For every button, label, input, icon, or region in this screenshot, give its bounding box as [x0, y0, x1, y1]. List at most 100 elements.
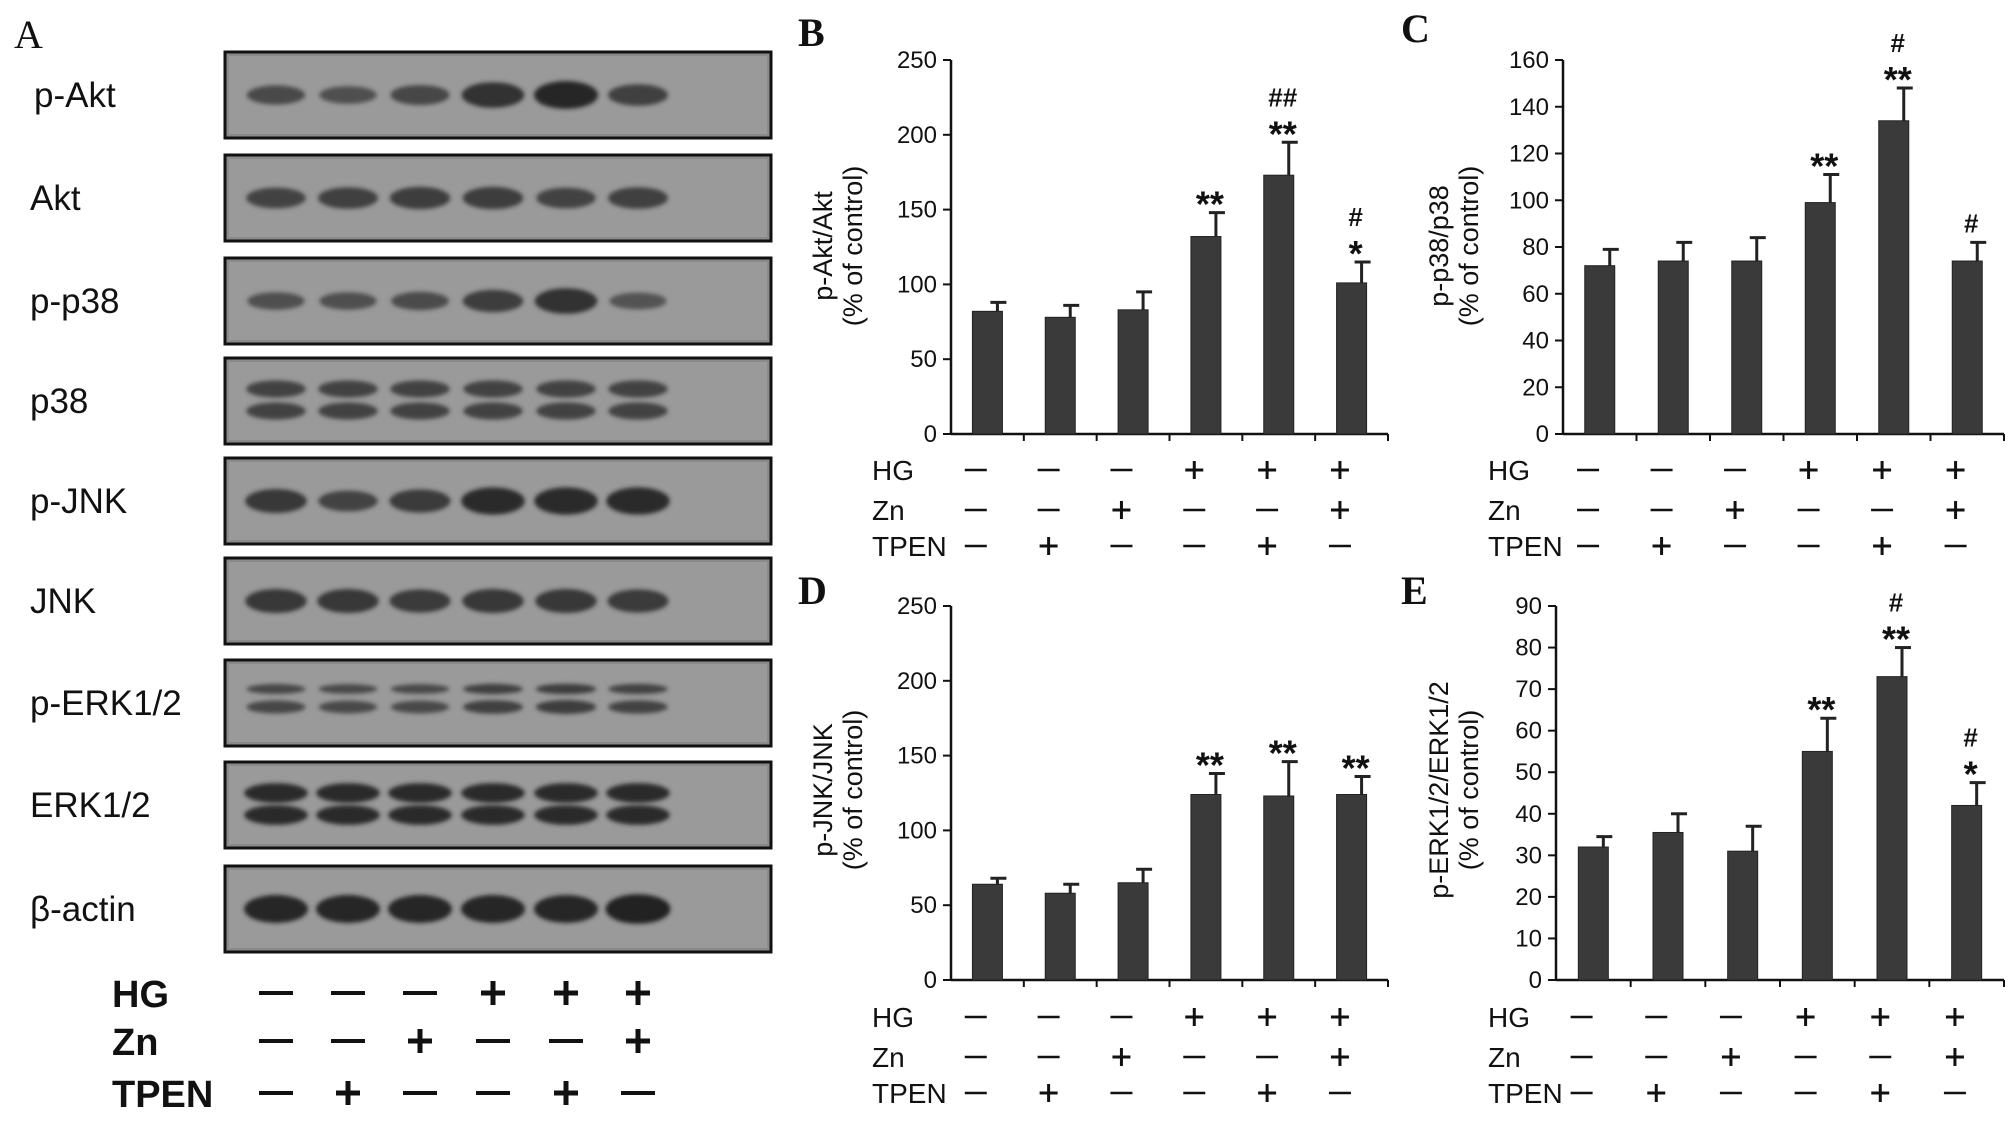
blot-label: p38 — [30, 382, 88, 421]
blot-band — [608, 683, 668, 695]
blot-band — [388, 805, 452, 825]
significance-mark: * — [1964, 754, 1978, 795]
blot-band — [319, 86, 377, 104]
treatment-label: HG — [872, 1002, 914, 1033]
y-tick-label: 150 — [897, 197, 937, 224]
blot-band — [607, 589, 669, 613]
significance-mark: ** — [1882, 619, 1910, 660]
bar — [1263, 174, 1295, 435]
y-tick-label: 50 — [910, 346, 937, 373]
blot-band — [391, 291, 449, 311]
blot-band — [462, 289, 524, 313]
y-tick-label: 20 — [1515, 884, 1542, 911]
treatment-label: HG — [112, 974, 169, 1016]
blot-row: p-Akt — [34, 50, 773, 140]
blot-band — [608, 380, 668, 398]
blot-band — [246, 187, 306, 209]
significance-mark: ** — [1196, 745, 1224, 786]
y-axis-subtitle: (% of control) — [1454, 710, 1484, 871]
bar — [1044, 892, 1076, 981]
western-blot-panel: A p-Akt Akt p-p38 p38 p-JNK JNK p-ERK1/2 ERK1/2… — [14, 12, 773, 1116]
blot-band — [389, 589, 451, 613]
blot-band — [245, 489, 307, 513]
blot-band — [534, 805, 598, 825]
blot-background — [229, 766, 767, 844]
bar — [1878, 120, 1910, 435]
panel-letter: D — [798, 568, 827, 613]
blot-band — [606, 783, 670, 803]
y-tick-label: 80 — [1522, 234, 1549, 261]
significance-mark: ## — [1268, 82, 1297, 112]
bar — [1804, 202, 1836, 435]
blot-label: p-Akt — [34, 76, 116, 115]
bar-chart-c: C 0 20 40 60 80 100 120 140 160 p-p38/p38 (% of con… — [1401, 6, 2005, 562]
blot-band — [463, 380, 523, 398]
y-tick-label: 100 — [897, 271, 937, 298]
blot-band — [608, 187, 668, 209]
bar — [1117, 882, 1149, 981]
blot-band — [246, 700, 306, 714]
y-tick-label: 40 — [1522, 328, 1549, 355]
y-axis-title: p-p38/p38 — [1424, 185, 1454, 307]
y-tick-label: 200 — [897, 122, 937, 149]
bar — [1190, 236, 1222, 435]
blot-band — [461, 895, 525, 923]
blot-band — [247, 292, 305, 310]
y-tick-label: 0 — [1529, 967, 1542, 994]
bar-chart-b: B 0 50 100 150 200 250 p-Akt/Akt (% of control) *… — [798, 10, 1389, 562]
significance-mark: * — [1349, 233, 1363, 274]
blot-row: p-ERK1/2 — [30, 658, 773, 748]
blot-band — [462, 589, 524, 613]
blot-row: β-actin — [30, 864, 773, 954]
blot-band — [609, 292, 667, 310]
significance-mark: ** — [1342, 748, 1370, 789]
blot-label: ERK1/2 — [30, 786, 151, 825]
treatment-label: TPEN — [1488, 531, 1563, 562]
significance-mark: # — [1891, 28, 1906, 58]
blot-row: Akt — [30, 153, 773, 243]
y-tick-label: 0 — [1536, 421, 1549, 448]
blot-band — [319, 292, 377, 310]
blot-band — [463, 700, 523, 714]
treatment-label: Zn — [1488, 1042, 1521, 1073]
panel-letter-a: A — [14, 12, 43, 57]
blot-band — [318, 700, 378, 714]
blot-band — [535, 683, 597, 695]
bar — [1652, 831, 1684, 981]
blot-band — [534, 288, 598, 314]
blot-band — [608, 84, 668, 106]
significance-mark: # — [1889, 588, 1904, 618]
significance-mark: ** — [1269, 113, 1297, 154]
blot-band — [389, 186, 451, 210]
blot-band — [246, 402, 306, 420]
y-axis-title: p-JNK/JNK — [808, 723, 838, 857]
treatment-label: HG — [872, 455, 914, 486]
y-axis-title: p-ERK1/2/ERK1/2 — [1424, 681, 1454, 899]
blot-label: β-actin — [30, 890, 136, 929]
blot-label: Akt — [30, 179, 81, 218]
y-tick-label: 20 — [1522, 374, 1549, 401]
significance-mark: # — [1964, 208, 1979, 238]
bar — [1657, 260, 1689, 435]
blot-band — [389, 489, 451, 513]
bar — [971, 310, 1003, 435]
blot-label: JNK — [30, 582, 96, 621]
blot-band — [534, 895, 598, 923]
significance-mark: ** — [1269, 733, 1297, 774]
blot-band — [534, 81, 598, 109]
blot-band — [461, 805, 525, 825]
bar — [1577, 846, 1609, 981]
treatment-label: HG — [1488, 455, 1530, 486]
blot-band — [536, 402, 596, 420]
blot-row: JNK — [30, 556, 773, 646]
y-tick-label: 140 — [1509, 94, 1549, 121]
blot-band — [244, 895, 308, 923]
blot-row: p-JNK — [30, 456, 773, 546]
bar — [1336, 282, 1368, 435]
blot-row: ERK1/2 — [30, 760, 773, 850]
blot-band — [316, 805, 380, 825]
treatment-label: TPEN — [872, 1078, 947, 1109]
blot-band — [318, 490, 378, 512]
y-tick-label: 200 — [897, 668, 937, 695]
